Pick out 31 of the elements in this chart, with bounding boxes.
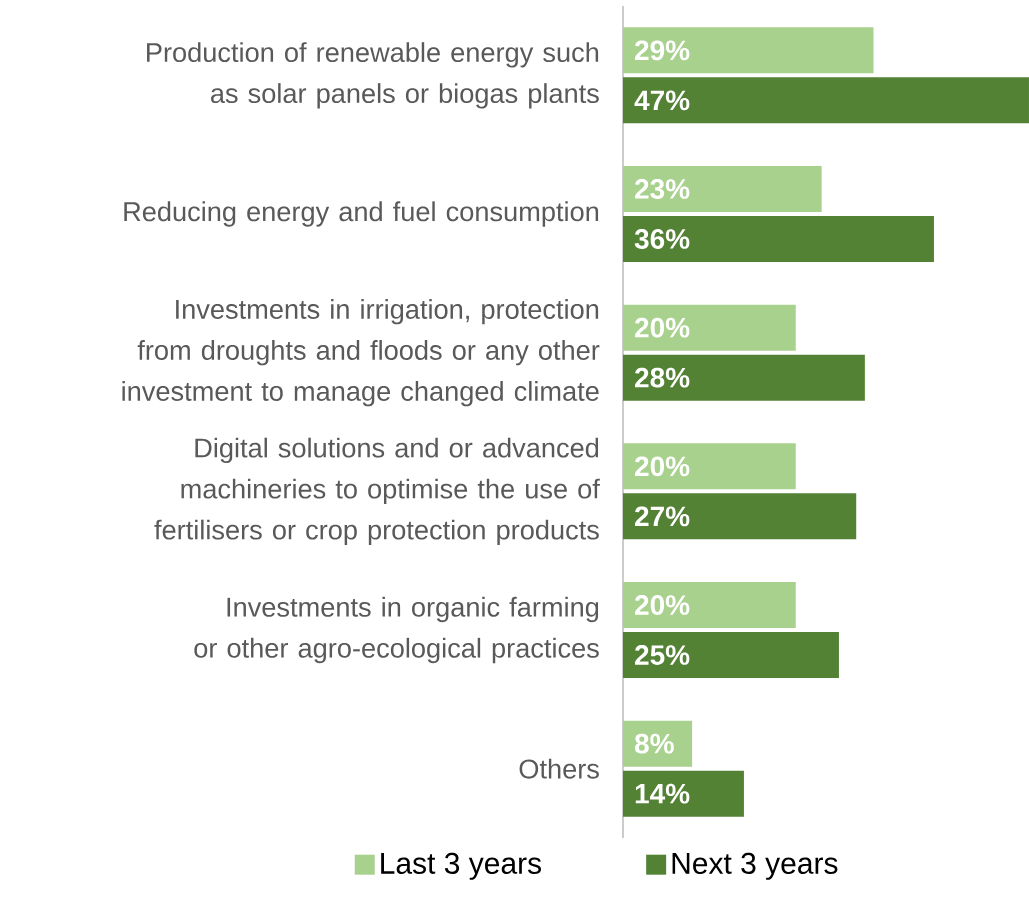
bar — [623, 770, 744, 817]
data-label: 28% — [635, 367, 690, 388]
bar — [623, 493, 857, 540]
bar — [623, 27, 874, 74]
data-label: 20% — [635, 456, 690, 477]
y-tick-label: Reducing energy and fuel consumption — [124, 201, 599, 227]
bar — [623, 304, 796, 351]
bar — [623, 77, 1029, 124]
data-label: 23% — [635, 179, 690, 199]
legend-label: Next 3 years — [672, 852, 838, 880]
bar — [623, 166, 822, 212]
data-label: 47% — [634, 90, 690, 111]
legend-label: Last 3 years — [381, 852, 541, 880]
data-label: 27% — [635, 506, 690, 527]
data-label: 20% — [635, 595, 690, 615]
y-tick-label: Digital solutions and or advanced machineries to optimise the use of fertilisers or crop protection products — [154, 437, 600, 546]
bar — [623, 582, 796, 628]
bar — [623, 443, 796, 490]
data-label: 25% — [635, 645, 690, 665]
data-label: 29% — [635, 40, 690, 61]
bar — [623, 354, 865, 401]
y-tick-label: Production of renewable energy such as solar panels or biogas plants — [147, 42, 599, 109]
data-label: 14% — [635, 783, 690, 804]
data-label: 20% — [635, 317, 690, 338]
data-label: 36% — [634, 229, 690, 249]
y-tick-label: Investments in irrigation, protection from droughts and floods or any other investment to manage changed climate — [122, 299, 600, 407]
y-tick-label: Others — [519, 758, 599, 779]
bar — [623, 632, 839, 678]
y-tick-label: Investments in organic farming or other agro-ecological practices — [194, 596, 599, 664]
bar — [623, 216, 934, 262]
data-label: 8% — [634, 733, 674, 754]
